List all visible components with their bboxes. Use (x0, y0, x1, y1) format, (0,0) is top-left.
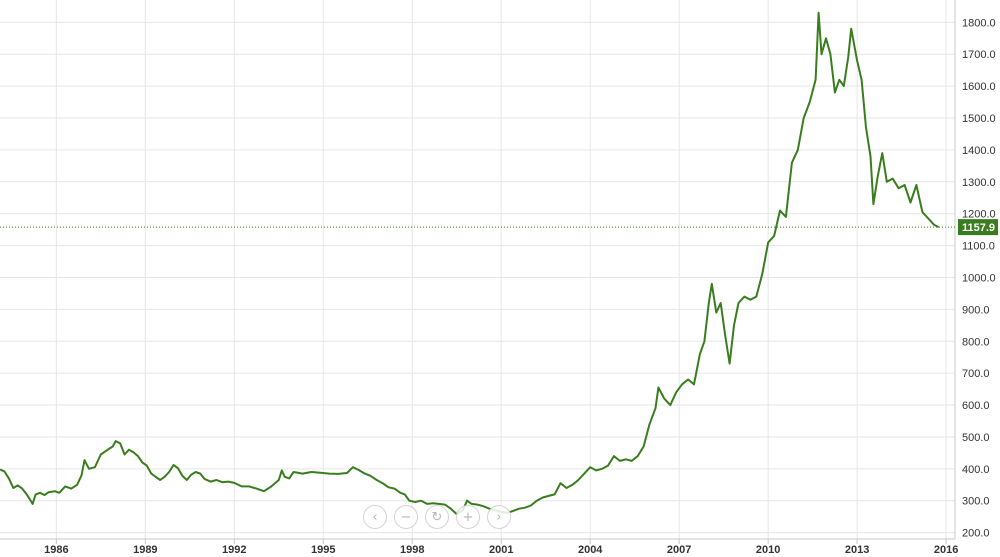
y-tick-label: 800.0 (962, 336, 990, 348)
x-tick-label: 2013 (845, 544, 869, 556)
zoom-in-button[interactable]: + (456, 505, 480, 529)
y-axis-labels: 200.0 300.0 400.0 500.0 600.0 700.0 800.0 900.0… (962, 17, 996, 539)
last-value-badge-bg (958, 219, 998, 236)
y-tick-label: 900.0 (962, 304, 990, 316)
y-tick-label: 1100.0 (962, 241, 995, 253)
x-tick-label: 2010 (756, 544, 780, 556)
grid-lines (0, 0, 956, 544)
x-tick-label: 2016 (934, 544, 958, 556)
minus-icon: − (400, 509, 412, 525)
y-tick-label: 1800.0 (962, 17, 996, 29)
plus-icon: + (462, 509, 474, 525)
x-tick-label: 1998 (400, 544, 424, 556)
reset-icon: ↻ (431, 509, 443, 525)
x-tick-label: 1986 (44, 544, 68, 556)
price-line (0, 11, 940, 516)
y-tick-label: 600.0 (962, 400, 990, 412)
chevron-left-icon: ‹ (372, 509, 378, 525)
last-value-label: 1157.9 (962, 222, 995, 234)
y-tick-label: 1600.0 (962, 81, 996, 93)
y-tick-label: 1700.0 (962, 49, 996, 61)
y-tick-label: 700.0 (962, 368, 990, 380)
zoom-out-button[interactable]: − (394, 505, 418, 529)
x-tick-label: 1989 (133, 544, 157, 556)
x-tick-label: 1995 (311, 544, 335, 556)
chevron-right-icon: › (496, 509, 502, 525)
y-tick-label: 300.0 (962, 496, 990, 508)
y-tick-label: 1400.0 (962, 145, 996, 157)
pan-left-button[interactable]: ‹ (363, 505, 387, 529)
y-tick-label: 1500.0 (962, 113, 996, 125)
x-tick-label: 2004 (578, 544, 603, 556)
y-tick-label: 1300.0 (962, 177, 996, 189)
last-value-badge: 1157.9 (958, 219, 998, 236)
y-tick-label: 400.0 (962, 464, 990, 476)
x-tick-label: 2007 (667, 544, 691, 556)
x-tick-label: 2001 (489, 544, 513, 556)
x-tick-label: 1992 (222, 544, 246, 556)
x-axis-labels: 1986 1989 1992 1995 1998 2001 2004 2007 2010 2013… (44, 544, 958, 556)
reset-zoom-button[interactable]: ↻ (425, 505, 449, 529)
y-tick-label: 1200.0 (962, 209, 996, 221)
pan-right-button[interactable]: › (487, 505, 511, 529)
y-tick-label: 200.0 (962, 528, 990, 540)
y-tick-label: 1000.0 (962, 272, 996, 284)
y-tick-label: 500.0 (962, 432, 990, 444)
chart-navigator: ‹ − ↻ + › (363, 505, 511, 529)
